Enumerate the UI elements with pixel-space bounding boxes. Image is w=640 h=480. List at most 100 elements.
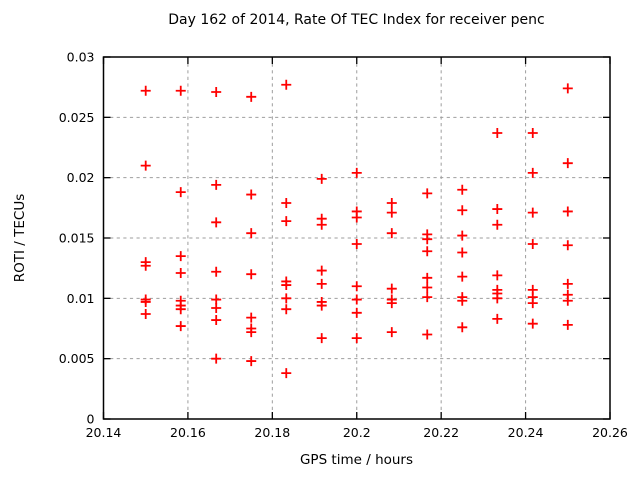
data-point-marker xyxy=(527,128,538,139)
y-tick-label: 0.025 xyxy=(59,110,95,125)
data-point-marker xyxy=(386,207,397,218)
data-point-marker xyxy=(492,128,503,139)
data-point-marker xyxy=(281,79,292,90)
data-point-marker xyxy=(211,353,222,364)
data-point-marker xyxy=(351,307,362,318)
data-point-marker xyxy=(457,230,468,241)
data-point-marker xyxy=(281,280,292,291)
data-point-marker xyxy=(281,368,292,379)
data-point-marker xyxy=(281,216,292,227)
x-tick-label: 20.24 xyxy=(508,425,544,440)
data-point-marker xyxy=(281,198,292,209)
y-tick-label: 0.005 xyxy=(59,351,95,366)
data-point-marker xyxy=(351,294,362,305)
y-tick-label: 0 xyxy=(87,412,95,427)
data-point-marker xyxy=(457,295,468,306)
data-point-marker xyxy=(140,260,151,271)
data-point-marker xyxy=(351,281,362,292)
data-point-marker xyxy=(211,315,222,326)
x-tick-label: 20.26 xyxy=(592,425,628,440)
data-point-marker xyxy=(457,184,468,195)
data-point-marker xyxy=(527,318,538,329)
data-point-marker xyxy=(457,205,468,216)
chart-title: Day 162 of 2014, Rate Of TEC Index for r… xyxy=(168,12,545,28)
data-point-marker xyxy=(492,313,503,324)
data-point-marker xyxy=(211,294,222,305)
data-point-marker xyxy=(562,319,573,330)
data-point-marker xyxy=(492,219,503,230)
y-tick-label: 0.02 xyxy=(67,170,95,185)
data-point-marker xyxy=(386,327,397,338)
data-point-marker xyxy=(492,204,503,215)
data-point-marker xyxy=(211,266,222,277)
data-point-marker xyxy=(422,282,433,293)
x-tick-label: 20.14 xyxy=(86,425,122,440)
data-point-marker xyxy=(140,296,151,307)
data-point-marker xyxy=(246,228,257,239)
data-point-marker xyxy=(457,271,468,282)
data-point-marker xyxy=(211,217,222,228)
data-point-marker xyxy=(562,158,573,169)
data-point-marker xyxy=(527,207,538,218)
data-point-marker xyxy=(351,212,362,223)
data-point-marker xyxy=(175,187,186,198)
data-point-marker xyxy=(457,322,468,333)
data-point-marker xyxy=(211,86,222,97)
data-point-marker xyxy=(246,356,257,367)
data-point-marker xyxy=(140,309,151,320)
data-point-marker xyxy=(246,91,257,102)
data-point-marker xyxy=(422,292,433,303)
data-point-marker xyxy=(246,312,257,323)
data-point-marker xyxy=(386,228,397,239)
data-point-marker xyxy=(351,333,362,344)
data-point-marker xyxy=(246,189,257,200)
data-point-marker xyxy=(316,265,327,276)
x-tick-label: 20.22 xyxy=(423,425,459,440)
data-point-marker xyxy=(562,295,573,306)
data-point-marker xyxy=(351,167,362,178)
data-point-marker xyxy=(422,234,433,245)
data-point-marker xyxy=(386,198,397,209)
data-point-marker xyxy=(562,240,573,251)
data-point-marker xyxy=(422,329,433,340)
data-point-marker xyxy=(316,173,327,184)
data-point-marker xyxy=(246,269,257,280)
x-tick-label: 20.2 xyxy=(343,425,371,440)
data-point-marker xyxy=(492,293,503,304)
data-point-marker xyxy=(562,83,573,94)
data-point-marker xyxy=(316,278,327,289)
data-point-marker xyxy=(175,251,186,262)
data-point-marker xyxy=(316,333,327,344)
data-point-marker xyxy=(527,167,538,178)
data-point-marker xyxy=(175,321,186,332)
data-point-marker xyxy=(386,298,397,309)
data-point-marker xyxy=(562,206,573,217)
data-point-marker xyxy=(211,179,222,190)
data-point-marker xyxy=(422,272,433,283)
data-point-marker xyxy=(351,239,362,250)
data-point-marker xyxy=(316,300,327,311)
data-point-marker xyxy=(140,85,151,96)
data-point-marker xyxy=(281,293,292,304)
data-point-marker xyxy=(246,327,257,338)
x-tick-label: 20.18 xyxy=(254,425,290,440)
data-point-marker xyxy=(281,304,292,315)
data-point-marker xyxy=(175,304,186,315)
data-point-marker xyxy=(175,267,186,278)
data-point-marker xyxy=(175,85,186,96)
x-tick-label: 20.16 xyxy=(170,425,206,440)
data-point-marker xyxy=(457,247,468,258)
data-point-marker xyxy=(386,283,397,294)
data-point-marker xyxy=(211,302,222,313)
x-axis-label: GPS time / hours xyxy=(299,452,414,468)
y-tick-label: 0.015 xyxy=(59,231,95,246)
y-tick-label: 0.03 xyxy=(67,50,95,65)
y-tick-label: 0.01 xyxy=(67,291,95,306)
data-point-marker xyxy=(527,239,538,250)
data-point-marker xyxy=(422,246,433,257)
data-point-marker xyxy=(492,270,503,281)
data-point-marker xyxy=(562,278,573,289)
data-point-marker xyxy=(316,219,327,230)
